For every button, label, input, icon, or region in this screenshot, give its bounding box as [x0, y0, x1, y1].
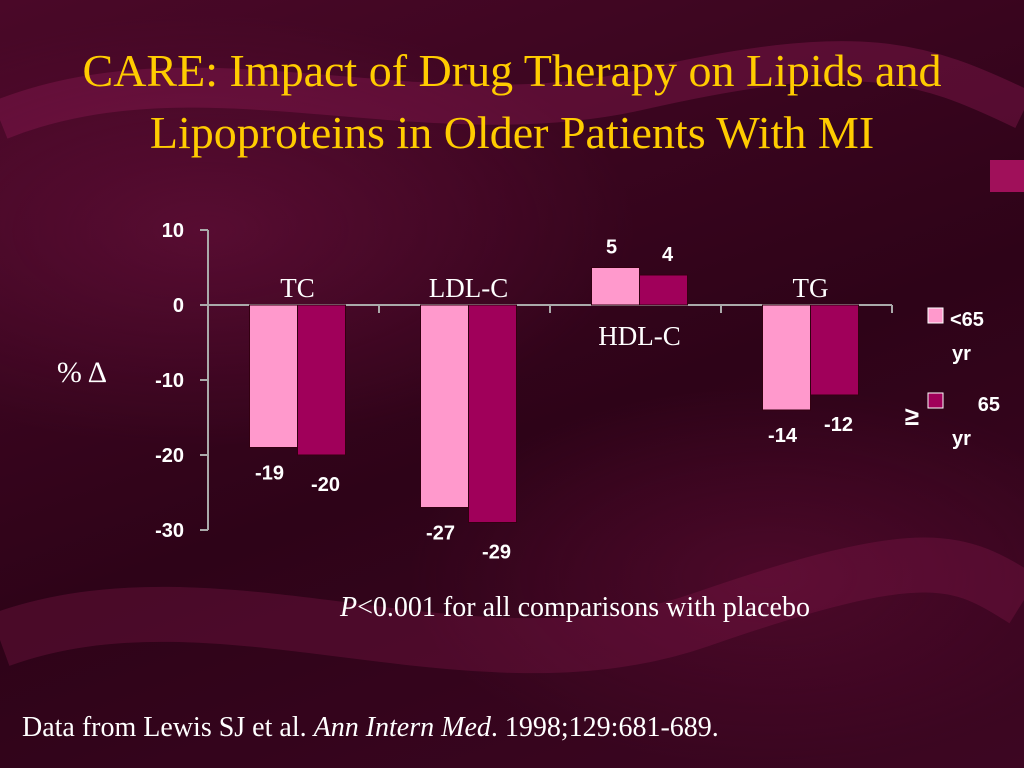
y-tick-label: -10 — [155, 370, 184, 392]
bar — [420, 304, 469, 508]
legend-swatch — [927, 392, 944, 409]
bar — [639, 274, 688, 306]
bar — [249, 304, 298, 448]
legend-label: yr — [952, 343, 971, 365]
y-tick-label: 0 — [173, 295, 184, 317]
source-journal: Ann Intern Med — [313, 712, 491, 743]
chart-labels: % Δ -19 -20 TC -27 -29 LDL-C 5 4 HDL-C -14 -12 TG — [57, 237, 853, 564]
bar — [468, 304, 517, 523]
data-label: 5 — [606, 237, 617, 259]
footnote-p: P — [340, 592, 358, 623]
bar — [810, 304, 859, 396]
legend-label: yr — [952, 428, 971, 450]
bar — [591, 267, 640, 306]
source-suffix: . 1998;129:681-689. — [490, 712, 719, 743]
y-tick-label: -20 — [155, 445, 184, 467]
footnote: P<0.001 for all comparisons with placebo — [0, 592, 1024, 624]
slide-title: CARE: Impact of Drug Therapy on Lipids a… — [82, 45, 942, 158]
footnote-text: <0.001 for all comparisons with placebo — [357, 592, 810, 623]
data-label: 4 — [662, 244, 674, 266]
data-label: -12 — [824, 414, 853, 436]
y-tick-label: -30 — [155, 520, 184, 542]
data-label: -20 — [311, 474, 340, 496]
chart-bars — [249, 267, 859, 523]
data-label: -19 — [255, 463, 284, 485]
category-label: TG — [793, 273, 829, 303]
source-citation: Data from Lewis SJ et al. Ann Intern Med… — [22, 712, 1012, 744]
source-prefix: Data from Lewis SJ et al. — [22, 712, 314, 743]
category-label: HDL-C — [598, 321, 681, 351]
y-axis-label: % Δ — [57, 356, 107, 389]
bar — [297, 304, 346, 456]
data-label: -29 — [482, 542, 511, 564]
category-label: TC — [280, 273, 315, 303]
category-label: LDL-C — [429, 273, 508, 303]
chart-legend: <65 yr ≥ 65 yr — [905, 307, 1000, 450]
data-label: -14 — [768, 425, 798, 447]
legend-swatch — [927, 307, 944, 324]
data-label: -27 — [426, 523, 455, 545]
y-tick-label: 10 — [162, 220, 184, 242]
legend-label: 65 — [978, 394, 1000, 416]
legend-symbol: ≥ — [905, 401, 919, 431]
legend-label: <65 — [950, 309, 984, 331]
bar — [762, 304, 811, 411]
